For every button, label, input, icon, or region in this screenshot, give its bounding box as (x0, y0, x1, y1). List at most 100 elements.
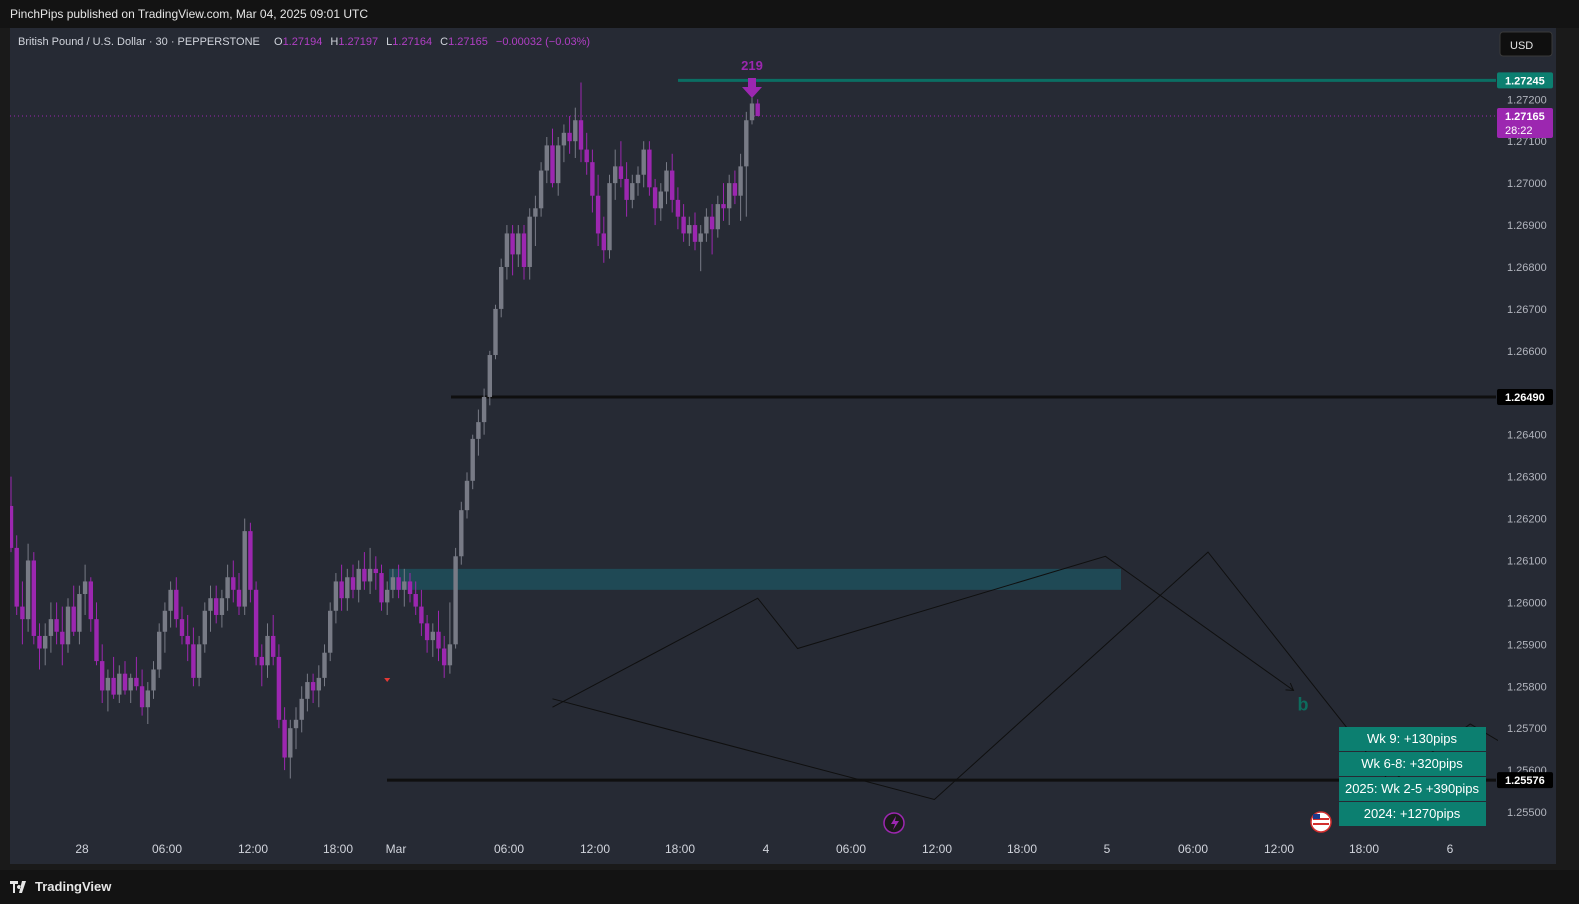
tradingview-logo-icon (10, 880, 26, 893)
candle (179, 606, 185, 645)
down-arrow-icon (742, 78, 762, 98)
event-icon[interactable] (883, 812, 905, 834)
candle (328, 602, 333, 662)
candle (527, 208, 532, 280)
candle (561, 124, 567, 163)
candle (447, 602, 453, 674)
candle (590, 149, 595, 213)
candle (339, 564, 344, 611)
candle (288, 719, 293, 779)
candle (402, 568, 407, 607)
candle (658, 183, 663, 221)
candle (134, 656, 139, 691)
candle (567, 116, 572, 154)
candle (476, 409, 481, 456)
candle (316, 665, 321, 708)
candle (755, 99, 760, 117)
candle (253, 581, 259, 666)
candle (715, 195, 720, 238)
candle (504, 225, 510, 280)
time-tick-label: 12:00 (238, 842, 268, 856)
candle (139, 669, 145, 716)
candle (162, 602, 168, 653)
us-flag-icon[interactable] (1310, 811, 1332, 833)
tradingview-logo[interactable]: TradingView (10, 879, 111, 894)
performance-badge: Wk 9: +130pips (1339, 727, 1486, 751)
time-tick-label: 06:00 (1178, 842, 1208, 856)
candle (578, 82, 584, 163)
wave-layer: ba (552, 551, 1557, 812)
candle (168, 581, 173, 628)
price-axis[interactable]: 1.255001.256001.257001.258001.259001.260… (1497, 28, 1556, 833)
candle (242, 518, 247, 615)
price-tick-label: 1.26600 (1507, 346, 1547, 358)
time-tick-label: 12:00 (1264, 842, 1294, 856)
signal-count: 219 (741, 58, 763, 73)
candle (65, 598, 71, 653)
performance-badge: Wk 6-8: +320pips (1339, 752, 1486, 776)
candle (721, 183, 726, 221)
close-label: C (440, 36, 448, 48)
current-price-label: 1.27165 28:22 (1497, 108, 1553, 139)
candle (202, 602, 207, 653)
candle (550, 128, 555, 188)
chart-background (10, 28, 1556, 864)
candle (105, 669, 111, 712)
candle (373, 556, 378, 590)
wave-label-b: b (1298, 694, 1309, 714)
candle (727, 174, 732, 226)
candle (350, 564, 356, 599)
candle (265, 623, 270, 678)
candle (424, 614, 430, 653)
candle (647, 141, 652, 196)
candle (698, 225, 703, 272)
price-tick-label: 1.27200 (1507, 94, 1547, 106)
candle (601, 216, 606, 263)
footer: TradingView (0, 870, 1579, 904)
performance-badge: 2024: +1270pips (1339, 802, 1486, 826)
performance-badge-text: Wk 6-8: +320pips (1361, 756, 1463, 771)
current-price-text: 1.27165 (1505, 111, 1545, 123)
candle (345, 568, 350, 611)
candle (60, 606, 65, 666)
candle (151, 661, 156, 699)
performance-badge-text: 2024: +1270pips (1364, 806, 1461, 821)
candle (573, 107, 578, 158)
candle (430, 623, 435, 657)
candle (157, 623, 162, 678)
candle (624, 162, 629, 217)
candle (310, 673, 316, 704)
candle (276, 644, 282, 729)
wave-path-b[interactable] (552, 555, 1294, 708)
candle (379, 564, 384, 611)
candle (111, 656, 116, 699)
candle (259, 644, 264, 687)
legend: British Pound / U.S. Dollar · 30 · PEPPE… (18, 36, 590, 48)
price-tick-label: 1.25800 (1507, 681, 1547, 693)
candle (208, 585, 213, 632)
candle (293, 707, 299, 750)
price-tick-label: 1.26800 (1507, 262, 1547, 274)
performance-badge-text: 2025: Wk 2-5 +390pips (1345, 781, 1480, 796)
wave-path-a[interactable] (552, 551, 1557, 812)
time-tick-label: 18:00 (665, 842, 695, 856)
currency-button[interactable]: USD (1499, 31, 1553, 57)
candle (128, 673, 133, 704)
candle (77, 585, 82, 645)
candle (419, 589, 424, 636)
level-price-text: 1.26490 (1505, 392, 1545, 404)
candle (459, 501, 464, 565)
candle (54, 602, 59, 645)
candle (556, 137, 561, 196)
legend-ohlc: O1.27194 H1.27197 L1.27164 C1.27165 −0.0… (274, 36, 590, 48)
price-tick-label: 1.26200 (1507, 514, 1547, 526)
candle (362, 552, 367, 590)
candle (14, 535, 19, 615)
price-chart[interactable]: 219 ba 1.255001.256001.257001.258001.259… (10, 28, 1556, 864)
candle (738, 153, 743, 221)
price-tick-label: 1.26000 (1507, 597, 1547, 609)
time-axis[interactable]: 28 06:00 12:00 18:00 Mar 06:00 12:00 18:00 4 06:0… (75, 811, 1454, 856)
candle (704, 208, 709, 242)
signal-marker: 219 (741, 58, 763, 98)
candle (607, 174, 612, 259)
